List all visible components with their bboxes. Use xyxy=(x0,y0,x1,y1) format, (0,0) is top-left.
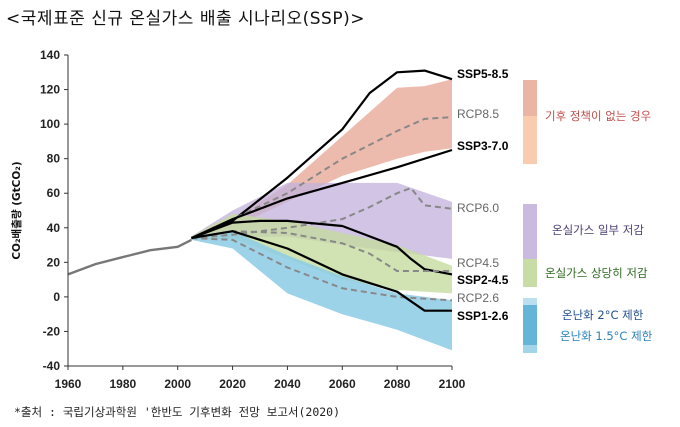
category-label: 기후 정책이 없는 경우 xyxy=(545,109,651,123)
series-line-ssp2-4-5 xyxy=(191,219,453,276)
series-label-ssp1-2-6: SSP1-2.6 xyxy=(457,309,509,323)
series-line-ssp3-7-0 xyxy=(190,148,453,240)
x-tick-label: 2060 xyxy=(329,377,356,391)
category-swatch-high-upper xyxy=(523,80,537,116)
x-tick-label: 2080 xyxy=(384,377,411,391)
x-tick-label: 1980 xyxy=(110,377,137,391)
x-tick-label: 2040 xyxy=(274,377,301,391)
series-label-rcp8-5: RCP8.5 xyxy=(457,107,499,121)
series-label-rcp2-6: RCP2.6 xyxy=(457,291,499,305)
band-low xyxy=(191,214,452,294)
series-line-rcp6-0 xyxy=(191,187,453,240)
category-label: 온실가스 상당히 저감 xyxy=(545,266,648,280)
y-axis-label: CO₂배출량 (GtCO₂) xyxy=(10,161,23,259)
x-tick-label: 2000 xyxy=(164,377,191,391)
y-tick-label: -20 xyxy=(43,324,61,338)
x-tick-label: 1960 xyxy=(55,377,82,391)
y-tick-label: -40 xyxy=(43,359,61,373)
category-swatch-medium xyxy=(523,204,537,259)
series-label-ssp5-8-5: SSP5-8.5 xyxy=(457,67,509,81)
series-label-ssp3-7-0: SSP3-7.0 xyxy=(457,139,509,153)
x-tick-label: 2100 xyxy=(439,377,466,391)
page-title: <국제표준 신규 온실가스 배출 시나리오(SSP)> xyxy=(6,9,365,29)
category-swatch-very-low-bottom xyxy=(523,345,537,353)
category-label: 온실가스 일부 저감 xyxy=(552,223,644,237)
x-tick-label: 2020 xyxy=(219,377,246,391)
band-high xyxy=(191,79,452,240)
y-tick-label: 60 xyxy=(47,186,61,200)
y-tick-label: 0 xyxy=(53,290,60,304)
category-swatch-low xyxy=(523,259,537,287)
source-note: *출처 : 국립기상과학원 '한반도 기후변화 전망 보고서(2020) xyxy=(14,405,341,419)
y-tick-label: 120 xyxy=(40,83,60,97)
y-tick-label: 40 xyxy=(47,221,61,235)
category-label: 온난화 2°C 제한 xyxy=(562,308,644,322)
y-tick-label: 140 xyxy=(40,48,60,62)
category-swatch-very-low-deep xyxy=(523,305,537,345)
series-label-rcp6-0: RCP6.0 xyxy=(457,201,499,215)
y-tick-label: 100 xyxy=(40,117,60,131)
band-very-low xyxy=(191,231,452,351)
category-label: 온난화 1.5°C 제한 xyxy=(560,329,653,343)
series-label-rcp4-5: RCP4.5 xyxy=(457,256,499,270)
historical-line xyxy=(67,238,192,276)
series-line-ssp1-2-6 xyxy=(191,230,452,312)
category-swatch-very-low-top xyxy=(523,298,537,305)
category-swatch-high-lower xyxy=(523,116,537,164)
series-line-rcp4-5 xyxy=(191,230,452,272)
y-tick-label: 20 xyxy=(47,255,61,269)
y-tick-label: 80 xyxy=(47,152,61,166)
series-label-ssp2-4-5: SSP2-4.5 xyxy=(457,273,509,287)
